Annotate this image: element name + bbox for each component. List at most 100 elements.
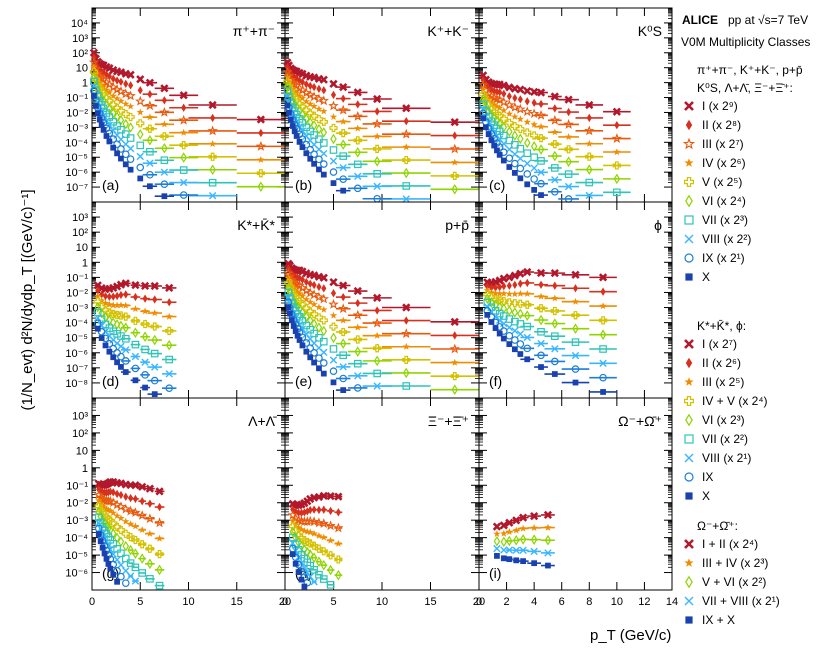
data-point bbox=[565, 133, 573, 140]
data-point bbox=[585, 152, 594, 161]
data-point bbox=[551, 150, 559, 162]
data-point bbox=[90, 63, 98, 71]
data-point bbox=[113, 545, 121, 553]
data-point bbox=[299, 144, 306, 151]
data-point bbox=[551, 345, 559, 353]
data-point bbox=[306, 528, 314, 536]
data-point bbox=[128, 81, 134, 90]
legend-item: X bbox=[685, 489, 710, 503]
data-point bbox=[301, 87, 312, 98]
data-point bbox=[509, 102, 520, 112]
data-point bbox=[92, 103, 99, 109]
data-point bbox=[109, 509, 117, 516]
data-point bbox=[402, 195, 410, 203]
data-point bbox=[496, 151, 503, 158]
data-point bbox=[305, 287, 316, 298]
data-point bbox=[298, 118, 307, 127]
data-point bbox=[122, 118, 130, 130]
legend-marker bbox=[684, 377, 694, 386]
data-point bbox=[505, 290, 513, 298]
y-tick-label: 10⁴ bbox=[71, 18, 88, 30]
data-point bbox=[208, 100, 217, 110]
data-point bbox=[504, 99, 515, 110]
data-point bbox=[109, 301, 117, 309]
data-point bbox=[494, 94, 505, 105]
data-point bbox=[402, 104, 411, 113]
data-point bbox=[96, 525, 105, 533]
data-point bbox=[505, 154, 514, 162]
x-tick-label: 0 bbox=[282, 596, 288, 608]
data-point bbox=[141, 331, 149, 343]
data-point bbox=[131, 481, 140, 490]
x-tick-label: 10 bbox=[611, 596, 623, 608]
data-point bbox=[516, 85, 525, 94]
data-point bbox=[402, 303, 411, 312]
data-point bbox=[113, 330, 121, 338]
data-point bbox=[536, 134, 546, 143]
data-point bbox=[319, 75, 328, 84]
data-point bbox=[101, 550, 108, 557]
data-point bbox=[535, 109, 547, 120]
data-point bbox=[373, 293, 382, 302]
data-point bbox=[296, 337, 303, 343]
data-point bbox=[99, 290, 105, 299]
data-point bbox=[339, 163, 347, 172]
legend-group1: π⁺+π⁻, K⁺+K⁻, p+p̄ K⁰S, Λ+Λ̄, Ξ⁻+Ξ̄⁺: I (x… bbox=[682, 63, 803, 284]
data-point bbox=[145, 78, 155, 87]
data-point bbox=[284, 288, 293, 297]
data-point bbox=[451, 158, 459, 166]
data-point bbox=[551, 332, 559, 340]
data-point bbox=[511, 336, 519, 344]
data-point bbox=[373, 132, 381, 140]
data-point bbox=[537, 314, 545, 326]
data-point bbox=[599, 345, 607, 353]
series-III bbox=[282, 66, 479, 154]
data-point bbox=[519, 546, 527, 554]
data-point bbox=[179, 141, 188, 150]
panel-f: ϕ (f) bbox=[478, 201, 673, 399]
data-point bbox=[511, 307, 519, 318]
legend-label: VI (x 2³) bbox=[702, 413, 745, 427]
data-point bbox=[90, 71, 98, 82]
data-point bbox=[298, 576, 305, 583]
data-point bbox=[505, 273, 514, 282]
data-point bbox=[505, 110, 513, 117]
data-point bbox=[500, 157, 507, 164]
data-point bbox=[451, 183, 459, 195]
data-point bbox=[117, 536, 125, 547]
data-point bbox=[208, 152, 217, 161]
data-point bbox=[330, 90, 337, 100]
data-point bbox=[372, 317, 383, 328]
data-point bbox=[299, 342, 306, 349]
data-point bbox=[523, 159, 531, 168]
data-point bbox=[524, 356, 531, 363]
legend-marker bbox=[684, 215, 694, 225]
data-point bbox=[315, 556, 323, 568]
data-point bbox=[146, 170, 154, 179]
y-tick-label: 10⁻⁵ bbox=[65, 152, 88, 164]
data-point bbox=[136, 75, 145, 84]
data-point bbox=[500, 319, 508, 328]
data-point bbox=[551, 187, 559, 196]
data-point bbox=[328, 298, 339, 309]
data-point bbox=[450, 118, 459, 127]
data-point bbox=[329, 311, 338, 319]
legend-item: IV (x 2⁶) bbox=[684, 156, 746, 170]
data-point bbox=[142, 384, 148, 391]
data-point bbox=[91, 92, 97, 99]
panel-title: Ξ⁻+Ξ̄⁺ bbox=[428, 413, 469, 429]
data-point bbox=[122, 161, 129, 168]
data-point bbox=[294, 332, 301, 339]
data-point bbox=[290, 323, 297, 329]
data-point bbox=[113, 567, 121, 575]
data-point bbox=[571, 297, 580, 305]
data-point bbox=[544, 534, 552, 546]
data-point bbox=[166, 298, 172, 307]
data-point bbox=[499, 296, 508, 306]
data-point bbox=[132, 377, 139, 384]
data-point bbox=[140, 281, 150, 291]
data-point bbox=[296, 508, 302, 517]
series-X bbox=[289, 551, 308, 590]
data-point bbox=[292, 328, 299, 334]
series-VIII bbox=[493, 544, 555, 557]
